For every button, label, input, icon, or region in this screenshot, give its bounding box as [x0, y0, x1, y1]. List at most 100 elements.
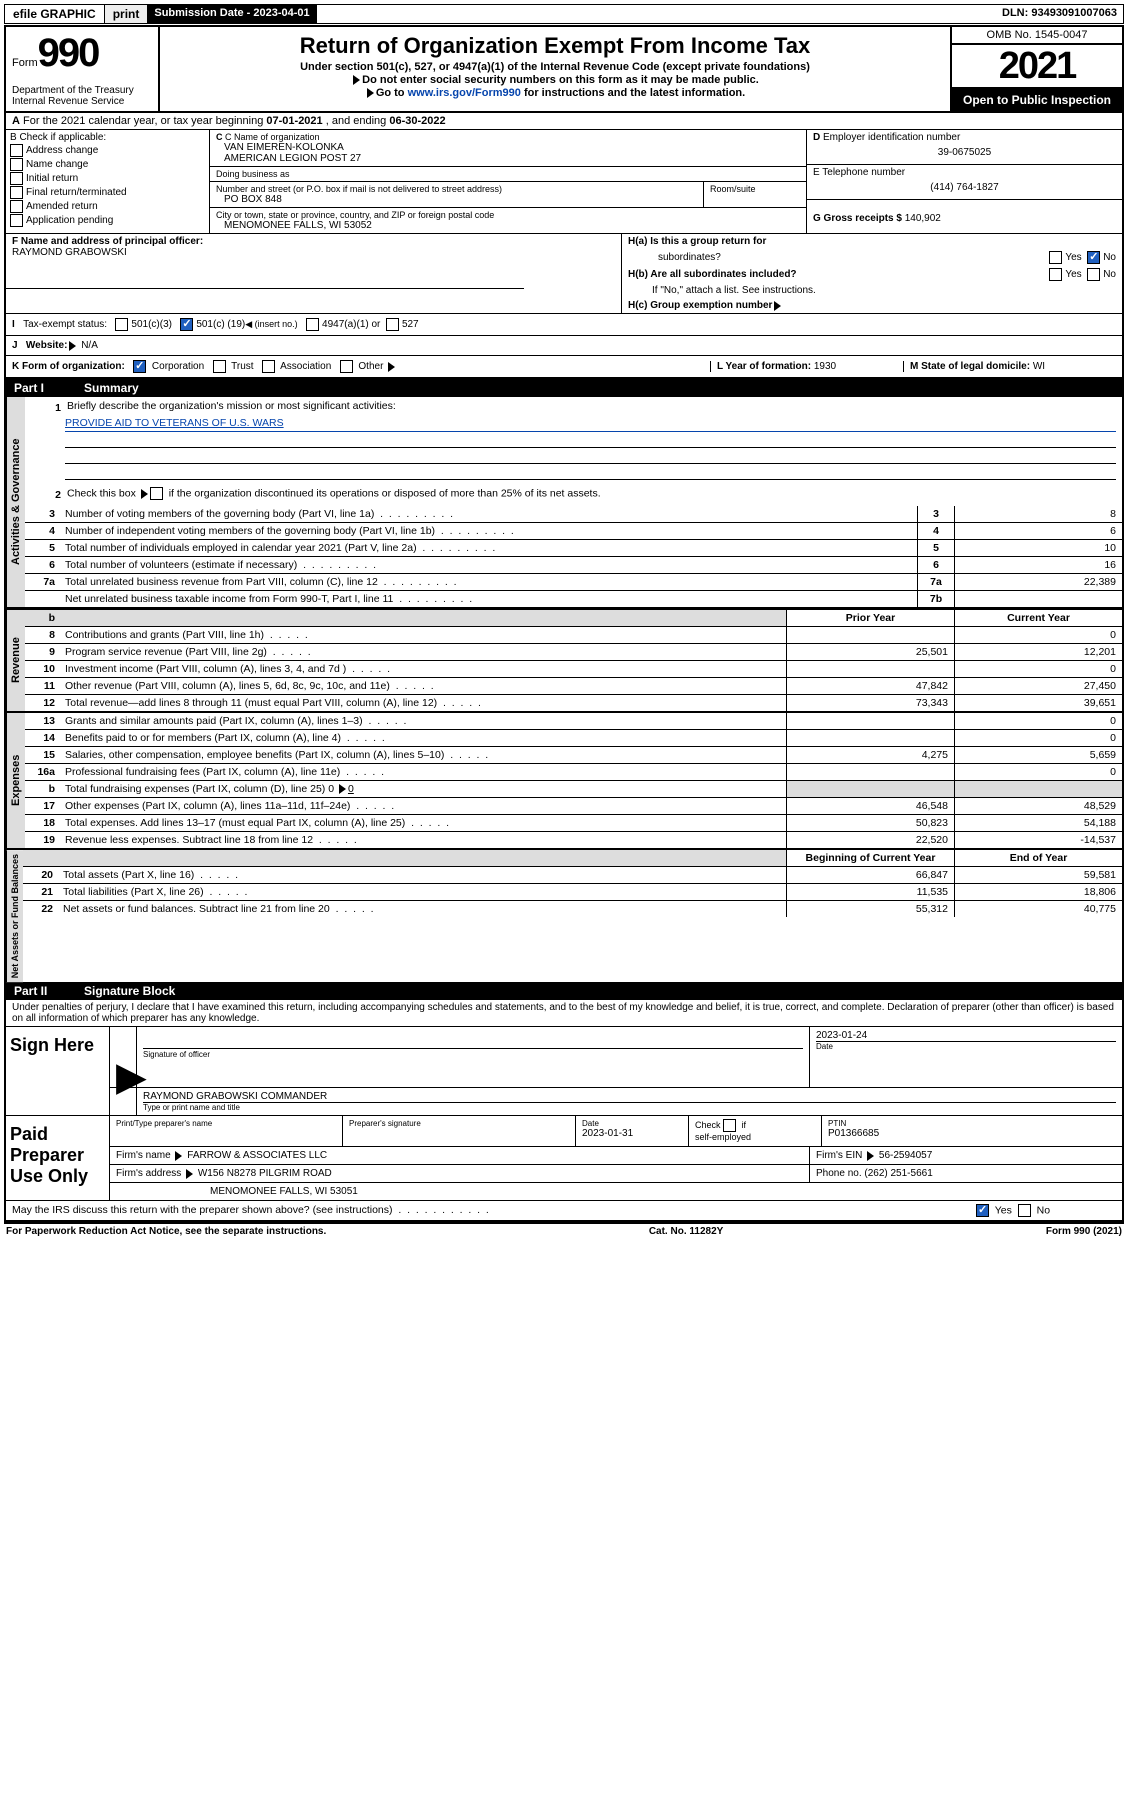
summary-line: 6Total number of volunteers (estimate if… [25, 557, 1122, 574]
firm-addr2-value: MENOMONEE FALLS, WI 53051 [110, 1183, 1122, 1200]
data-line: 22Net assets or fund balances. Subtract … [23, 901, 1122, 917]
data-line: 16aProfessional fundraising fees (Part I… [25, 764, 1122, 781]
line-1: 1Briefly describe the organization's mis… [25, 397, 1122, 484]
revenue-header-row: b Prior Year Current Year [25, 610, 1122, 627]
discuss-label: May the IRS discuss this return with the… [12, 1204, 393, 1216]
k-label: K Form of organization: [12, 361, 125, 372]
firm-ein-label: Firm's EIN [816, 1150, 865, 1161]
k-other-checkbox[interactable] [340, 360, 353, 373]
i-501c-checkbox[interactable] [180, 318, 193, 331]
line-text: Professional fundraising fees (Part IX, … [61, 764, 786, 780]
line-current: 0 [954, 764, 1122, 780]
line-num: 8 [25, 627, 61, 643]
c-label: C Name of organization [225, 132, 320, 142]
netassets-body: Beginning of Current Year End of Year 20… [23, 850, 1122, 982]
ein-box: D D Employer identification numberEmploy… [807, 130, 1122, 165]
box-h: H(a) Is this a group return for subordin… [622, 234, 1122, 313]
paid-preparer-row: Paid Preparer Use Only Print/Type prepar… [6, 1116, 1122, 1201]
part2-header: Part II Signature Block [6, 982, 1122, 1000]
part1-title: Summary [84, 381, 139, 395]
k-corp-checkbox[interactable] [133, 360, 146, 373]
arrow-icon [175, 1151, 182, 1161]
footer-mid: Cat. No. 11282Y [649, 1226, 723, 1237]
k-trust-checkbox[interactable] [213, 360, 226, 373]
line-text: Number of voting members of the governin… [61, 506, 917, 522]
i-4947-checkbox[interactable] [306, 318, 319, 331]
col-end: End of Year [954, 850, 1122, 866]
discuss-no-checkbox[interactable] [1018, 1204, 1031, 1217]
line-current: 54,188 [954, 815, 1122, 831]
line-prior [786, 627, 954, 643]
firm-phone-label: Phone no. [816, 1168, 864, 1179]
netassets-lines: 20Total assets (Part X, line 16) . . . .… [23, 867, 1122, 917]
hb-yes-checkbox[interactable] [1049, 268, 1062, 281]
chk-address-change[interactable]: Address change [10, 144, 205, 157]
period-end: 06-30-2022 [389, 115, 445, 127]
line-value: 8 [954, 506, 1122, 522]
prep-sig-cell: Preparer's signature [343, 1116, 576, 1146]
chk-name-change[interactable]: Name change [10, 158, 205, 171]
declaration-text: Under penalties of perjury, I declare th… [6, 1000, 1122, 1027]
line-prior: 4,275 [786, 747, 954, 763]
k-o4: Other [358, 361, 383, 372]
line-value [954, 591, 1122, 607]
sign-here-row: Sign Here ▶ Signature of officer 2023-01… [6, 1027, 1122, 1116]
firm-value: FARROW & ASSOCIATES LLC [187, 1150, 327, 1161]
submission-date-label: Submission Date - [154, 7, 253, 19]
line-text: Program service revenue (Part VIII, line… [61, 644, 786, 660]
form-subtitle-2: Do not enter social security numbers on … [170, 74, 940, 86]
expenses-lines: 13Grants and similar amounts paid (Part … [25, 713, 1122, 848]
efile-button[interactable]: efile GRAPHIC [5, 5, 105, 23]
form-number-value: 990 [38, 31, 99, 75]
line-prior [786, 764, 954, 780]
hb-no-checkbox[interactable] [1087, 268, 1100, 281]
line2-checkbox[interactable] [150, 487, 163, 500]
line-num: 14 [25, 730, 61, 746]
arrow-icon [353, 75, 360, 85]
arrow-icon [867, 1151, 874, 1161]
ha-yes-checkbox[interactable] [1049, 251, 1062, 264]
discuss-yes-checkbox[interactable] [976, 1204, 989, 1217]
line-num: 5 [25, 540, 61, 556]
g-label: G Gross receipts $ [813, 213, 905, 224]
paid-label-2: Preparer [10, 1145, 105, 1166]
line-num: 9 [25, 644, 61, 660]
footer-right: Form 990 (2021) [1046, 1226, 1122, 1237]
i-527-checkbox[interactable] [386, 318, 399, 331]
chk-final-return[interactable]: Final return/terminated [10, 186, 205, 199]
sig-date: 2023-01-24 [816, 1030, 1116, 1042]
dln-label: DLN: [1002, 7, 1031, 19]
firm-name-cell: Firm's name FARROW & ASSOCIATES LLC [110, 1147, 810, 1164]
header-left: Form990 Department of the Treasury Inter… [6, 27, 160, 111]
row-j: J Website: N/A [6, 336, 1122, 356]
line-prior: 46,548 [786, 798, 954, 814]
ein-value: 39-0675025 [813, 143, 1116, 162]
officer-name-row: RAYMOND GRABOWSKI COMMANDER Type or prin… [110, 1088, 1122, 1115]
header-right: OMB No. 1545-0047 2021 Open to Public In… [952, 27, 1122, 111]
chk-label: Amended return [26, 201, 98, 212]
firm-addr-cell: Firm's address W156 N8278 PILGRIM ROAD [110, 1165, 810, 1182]
line-num: 16a [25, 764, 61, 780]
ha-no-checkbox[interactable] [1087, 251, 1100, 264]
line-prior: 55,312 [786, 901, 954, 917]
line-num: 18 [25, 815, 61, 831]
chk-amended[interactable]: Amended return [10, 200, 205, 213]
activities-tab: Activities & Governance [6, 397, 25, 607]
period-begin: 07-01-2021 [266, 115, 322, 127]
chk-initial-return[interactable]: Initial return [10, 172, 205, 185]
chk-app-pending[interactable]: Application pending [10, 214, 205, 227]
part1-num: Part I [14, 381, 84, 395]
line-current: 59,581 [954, 867, 1122, 883]
line2-label: Check this box if the organization disco… [67, 487, 601, 503]
line-value: 10 [954, 540, 1122, 556]
i-501c3-checkbox[interactable] [115, 318, 128, 331]
print-button[interactable]: print [105, 5, 149, 23]
irs-link[interactable]: www.irs.gov/Form990 [408, 87, 521, 99]
data-line: 21Total liabilities (Part X, line 26) . … [23, 884, 1122, 901]
selfemp-checkbox[interactable] [723, 1119, 736, 1132]
blank-line [65, 433, 1116, 448]
k-assoc-checkbox[interactable] [262, 360, 275, 373]
m-value: WI [1033, 361, 1045, 372]
col-begin: Beginning of Current Year [786, 850, 954, 866]
firm-label: Firm's name [116, 1150, 173, 1161]
